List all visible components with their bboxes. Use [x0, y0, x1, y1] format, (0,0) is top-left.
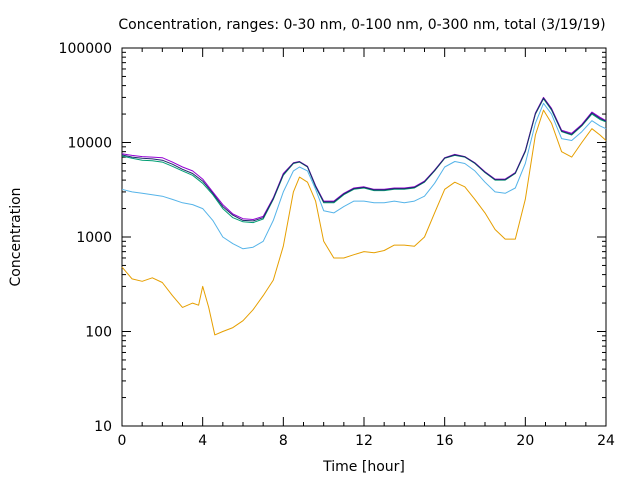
x-tick-label: 24 [597, 433, 615, 449]
series-line-1 [121, 109, 607, 336]
plot-frame [121, 47, 607, 427]
series-line-3 [121, 98, 607, 224]
y-tick-label: 100000 [59, 41, 112, 57]
y-tick-label: 1000 [76, 230, 112, 246]
series-line-2 [121, 102, 607, 250]
x-axis-title: Time [hour] [322, 459, 405, 475]
x-tick-label: 16 [436, 433, 454, 449]
chart-title: Concentration, ranges: 0-30 nm, 0-100 nm… [118, 17, 605, 33]
axis-ticks: 0 4 8 12 16 20 24 10 100 1000 10000 100000 [59, 41, 615, 449]
x-tick-label: 8 [279, 433, 288, 449]
x-tick-label: 0 [118, 433, 127, 449]
x-tick-label: 20 [516, 433, 534, 449]
x-tick-label: 12 [355, 433, 373, 449]
y-axis-title: Concentration [8, 187, 24, 286]
x-tick-label: 4 [198, 433, 207, 449]
y-tick-label: 10 [94, 419, 112, 435]
series-line-5 [121, 97, 607, 222]
y-tick-label: 100 [85, 325, 112, 341]
y-tick-label: 10000 [67, 136, 112, 152]
data-series [121, 96, 607, 336]
